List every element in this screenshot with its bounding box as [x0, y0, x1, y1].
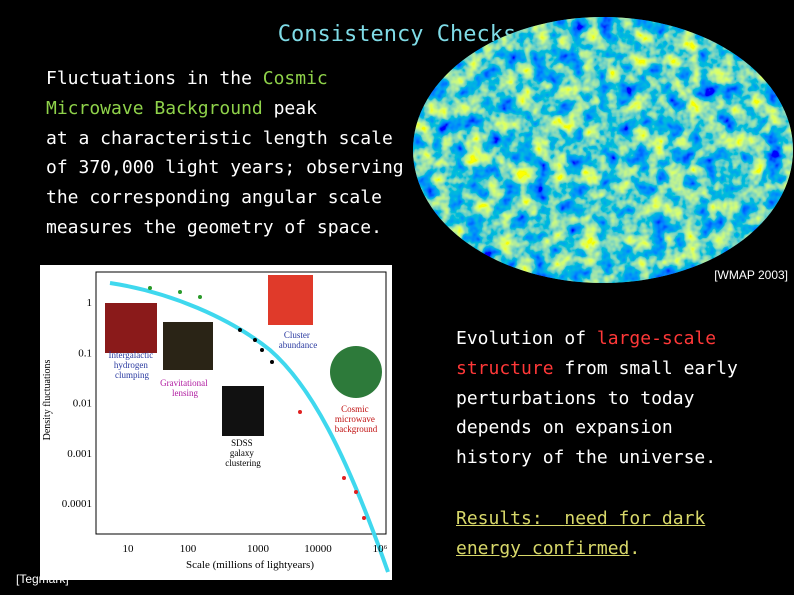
text-line: measures the geometry of space. — [46, 213, 404, 243]
figure-annotation: Cosmic microwave background — [335, 404, 378, 434]
text-segment: depends on expansion — [456, 417, 673, 439]
y-tick-label: 0.01 — [73, 398, 92, 410]
text-line: Evolution of large-scale — [456, 324, 738, 354]
text-segment: Cosmic — [262, 68, 328, 89]
text-line: energy confirmed. — [456, 534, 705, 564]
text-segment: measures the geometry of space. — [46, 216, 382, 238]
x-tick-label: 1000 — [247, 543, 270, 555]
text-line: depends on expansion — [456, 413, 738, 443]
text-segment: history of the universe. — [456, 447, 717, 469]
text-segment: . — [629, 537, 641, 559]
text-segment: structure — [456, 357, 554, 379]
figure-annotation: Cluster abundance — [279, 330, 317, 350]
x-axis-label: Scale (millions of lightyears) — [186, 559, 314, 571]
x-tick-label: 10000 — [304, 543, 332, 555]
slide-title: Consistency Checks — [277, 22, 517, 47]
text-segment: Fluctuations in the — [46, 68, 263, 89]
cmb-map — [413, 17, 793, 283]
text-line: Microwave Background peak — [46, 94, 404, 124]
cmb-caption: [WMAP 2003] — [714, 268, 788, 282]
right-text: Evolution of large-scale structure from s… — [456, 324, 738, 473]
text-segment: peak — [262, 97, 317, 119]
y-tick-label: 0.0001 — [62, 498, 92, 510]
text-segment: Results: — [456, 508, 565, 529]
text-line: at a characteristic length scale — [46, 124, 404, 154]
text-segment: from small early — [553, 357, 738, 379]
fluctuation-figure — [40, 265, 392, 580]
text-segment: at a characteristic length scale — [46, 127, 393, 149]
text-line: history of the universe. — [456, 443, 738, 473]
text-segment: Microwave Background — [46, 97, 263, 119]
x-tick-label: 100 — [180, 543, 197, 555]
text-segment: the corresponding angular scale — [46, 187, 382, 209]
y-axis-label: Density fluctuations — [42, 359, 53, 440]
text-line: of 370,000 light years; observing — [46, 153, 404, 183]
y-tick-label: 0.001 — [67, 448, 92, 460]
figure-caption: [Tegmark] — [16, 572, 69, 586]
text-line: the corresponding angular scale — [46, 183, 404, 213]
text-line: perturbations to today — [456, 384, 738, 414]
left-text: Fluctuations in the Cosmic Microwave Back… — [46, 64, 404, 243]
x-tick-label: 10 — [123, 543, 135, 555]
y-tick-label: 0.1 — [78, 347, 92, 359]
text-segment: need for dark — [564, 508, 706, 529]
text-segment: large-scale — [596, 328, 717, 349]
text-segment: perturbations to today — [456, 387, 695, 409]
x-tick-label: 10⁶ — [373, 543, 388, 555]
text-segment: of 370,000 light years; observing — [46, 157, 404, 179]
figure-annotation: Gravitational lensing — [160, 378, 210, 398]
text-line: structure from small early — [456, 354, 738, 384]
results-text: Results: need for dark energy confirmed. — [456, 504, 705, 564]
text-segment: Evolution of — [456, 328, 597, 349]
text-segment: energy confirmed — [456, 537, 630, 559]
y-tick-label: 1 — [87, 297, 93, 309]
text-line: Fluctuations in the Cosmic — [46, 64, 404, 94]
figure-annotation: SDSS galaxy clustering — [225, 438, 261, 468]
text-line: Results: need for dark — [456, 504, 705, 534]
figure-annotation: Intergalactic hydrogen clumping — [108, 350, 155, 380]
